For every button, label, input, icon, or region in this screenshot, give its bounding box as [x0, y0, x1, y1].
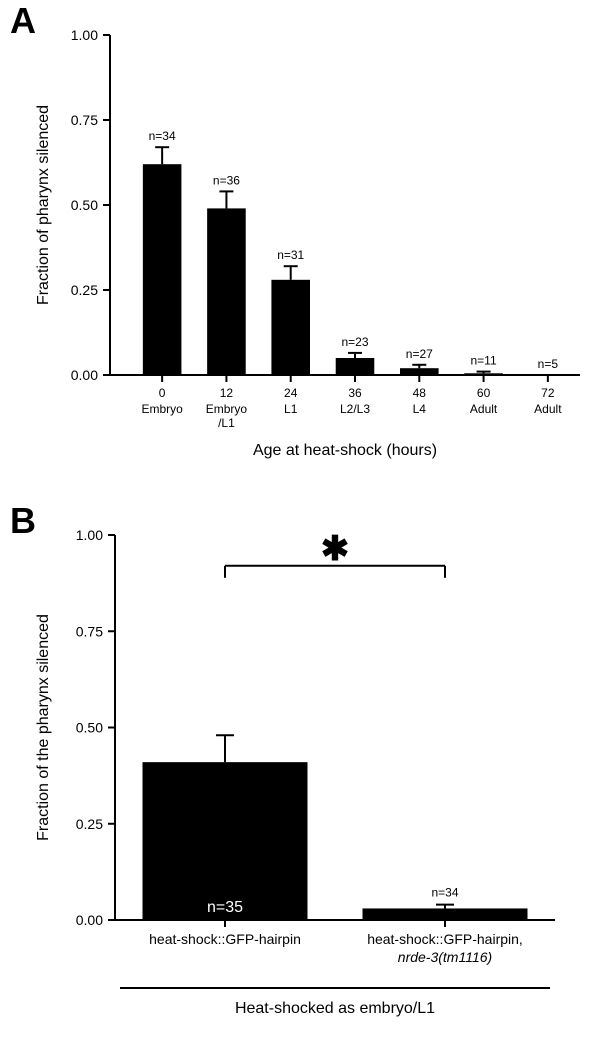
svg-text:0: 0 — [159, 386, 166, 400]
svg-text:heat-shock::GFP-hairpin: heat-shock::GFP-hairpin — [149, 931, 301, 947]
svg-text:n=34: n=34 — [149, 129, 176, 143]
panel-a-chart: 0.00 0.25 0.50 0.75 1.00 Fraction of pharynx … — [0, 0, 607, 490]
svg-text:Embryo: Embryo — [141, 402, 183, 416]
svg-text:0.50: 0.50 — [71, 197, 98, 213]
svg-text:0.50: 0.50 — [76, 720, 103, 736]
svg-text:heat-shock::GFP-hairpin,: heat-shock::GFP-hairpin, — [367, 931, 523, 947]
svg-text:0.00: 0.00 — [76, 912, 103, 928]
svg-text:Adult: Adult — [534, 402, 562, 416]
svg-text:0.75: 0.75 — [76, 623, 103, 639]
svg-text:L1: L1 — [284, 402, 298, 416]
svg-text:n=31: n=31 — [277, 248, 304, 262]
svg-text:1.00: 1.00 — [76, 527, 103, 543]
svg-text:0.25: 0.25 — [76, 816, 103, 832]
svg-text:12: 12 — [220, 386, 234, 400]
svg-text:Embryo: Embryo — [206, 402, 248, 416]
svg-text:24: 24 — [284, 386, 298, 400]
svg-text:L2/L3: L2/L3 — [340, 402, 370, 416]
svg-text:Fraction of the pharynx silenc: Fraction of the pharynx silenced — [35, 614, 52, 841]
svg-text:/L1: /L1 — [218, 416, 235, 430]
svg-text:48: 48 — [413, 386, 427, 400]
svg-text:0.00: 0.00 — [71, 367, 98, 383]
panel-b-label: B — [10, 500, 36, 542]
svg-text:60: 60 — [477, 386, 491, 400]
svg-text:n=5: n=5 — [538, 357, 559, 371]
svg-text:Age at heat-shock (hours): Age at heat-shock (hours) — [253, 442, 437, 459]
panel-a: A 0.00 0.25 0.50 0.75 1.00 Fraction of pharyn… — [0, 0, 607, 490]
panel-b-chart: 0.00 0.25 0.50 0.75 1.00 Fraction of the phar… — [0, 500, 607, 1050]
svg-text:Fraction of pharynx silenced: Fraction of pharynx silenced — [35, 105, 52, 305]
svg-text:72: 72 — [541, 386, 555, 400]
svg-text:n=27: n=27 — [406, 347, 433, 361]
svg-text:L4: L4 — [413, 402, 427, 416]
svg-text:n=34: n=34 — [431, 886, 458, 900]
svg-text:✱: ✱ — [321, 530, 350, 568]
svg-text:Heat-shocked as embryo/L1: Heat-shocked as embryo/L1 — [235, 1000, 435, 1017]
svg-text:0.75: 0.75 — [71, 112, 98, 128]
svg-text:Adult: Adult — [470, 402, 498, 416]
panel-a-label: A — [10, 0, 36, 42]
svg-text:n=23: n=23 — [341, 335, 368, 349]
svg-text:0.25: 0.25 — [71, 282, 98, 298]
svg-text:n=36: n=36 — [213, 173, 240, 187]
svg-text:36: 36 — [348, 386, 362, 400]
panel-b: B 0.00 0.25 0.50 0.75 1.00 Fraction of the ph… — [0, 500, 607, 1050]
svg-text:n=11: n=11 — [471, 354, 497, 368]
svg-text:nrde-3(tm1116): nrde-3(tm1116) — [398, 949, 492, 965]
svg-text:1.00: 1.00 — [71, 27, 98, 43]
svg-text:n=35: n=35 — [207, 899, 243, 916]
